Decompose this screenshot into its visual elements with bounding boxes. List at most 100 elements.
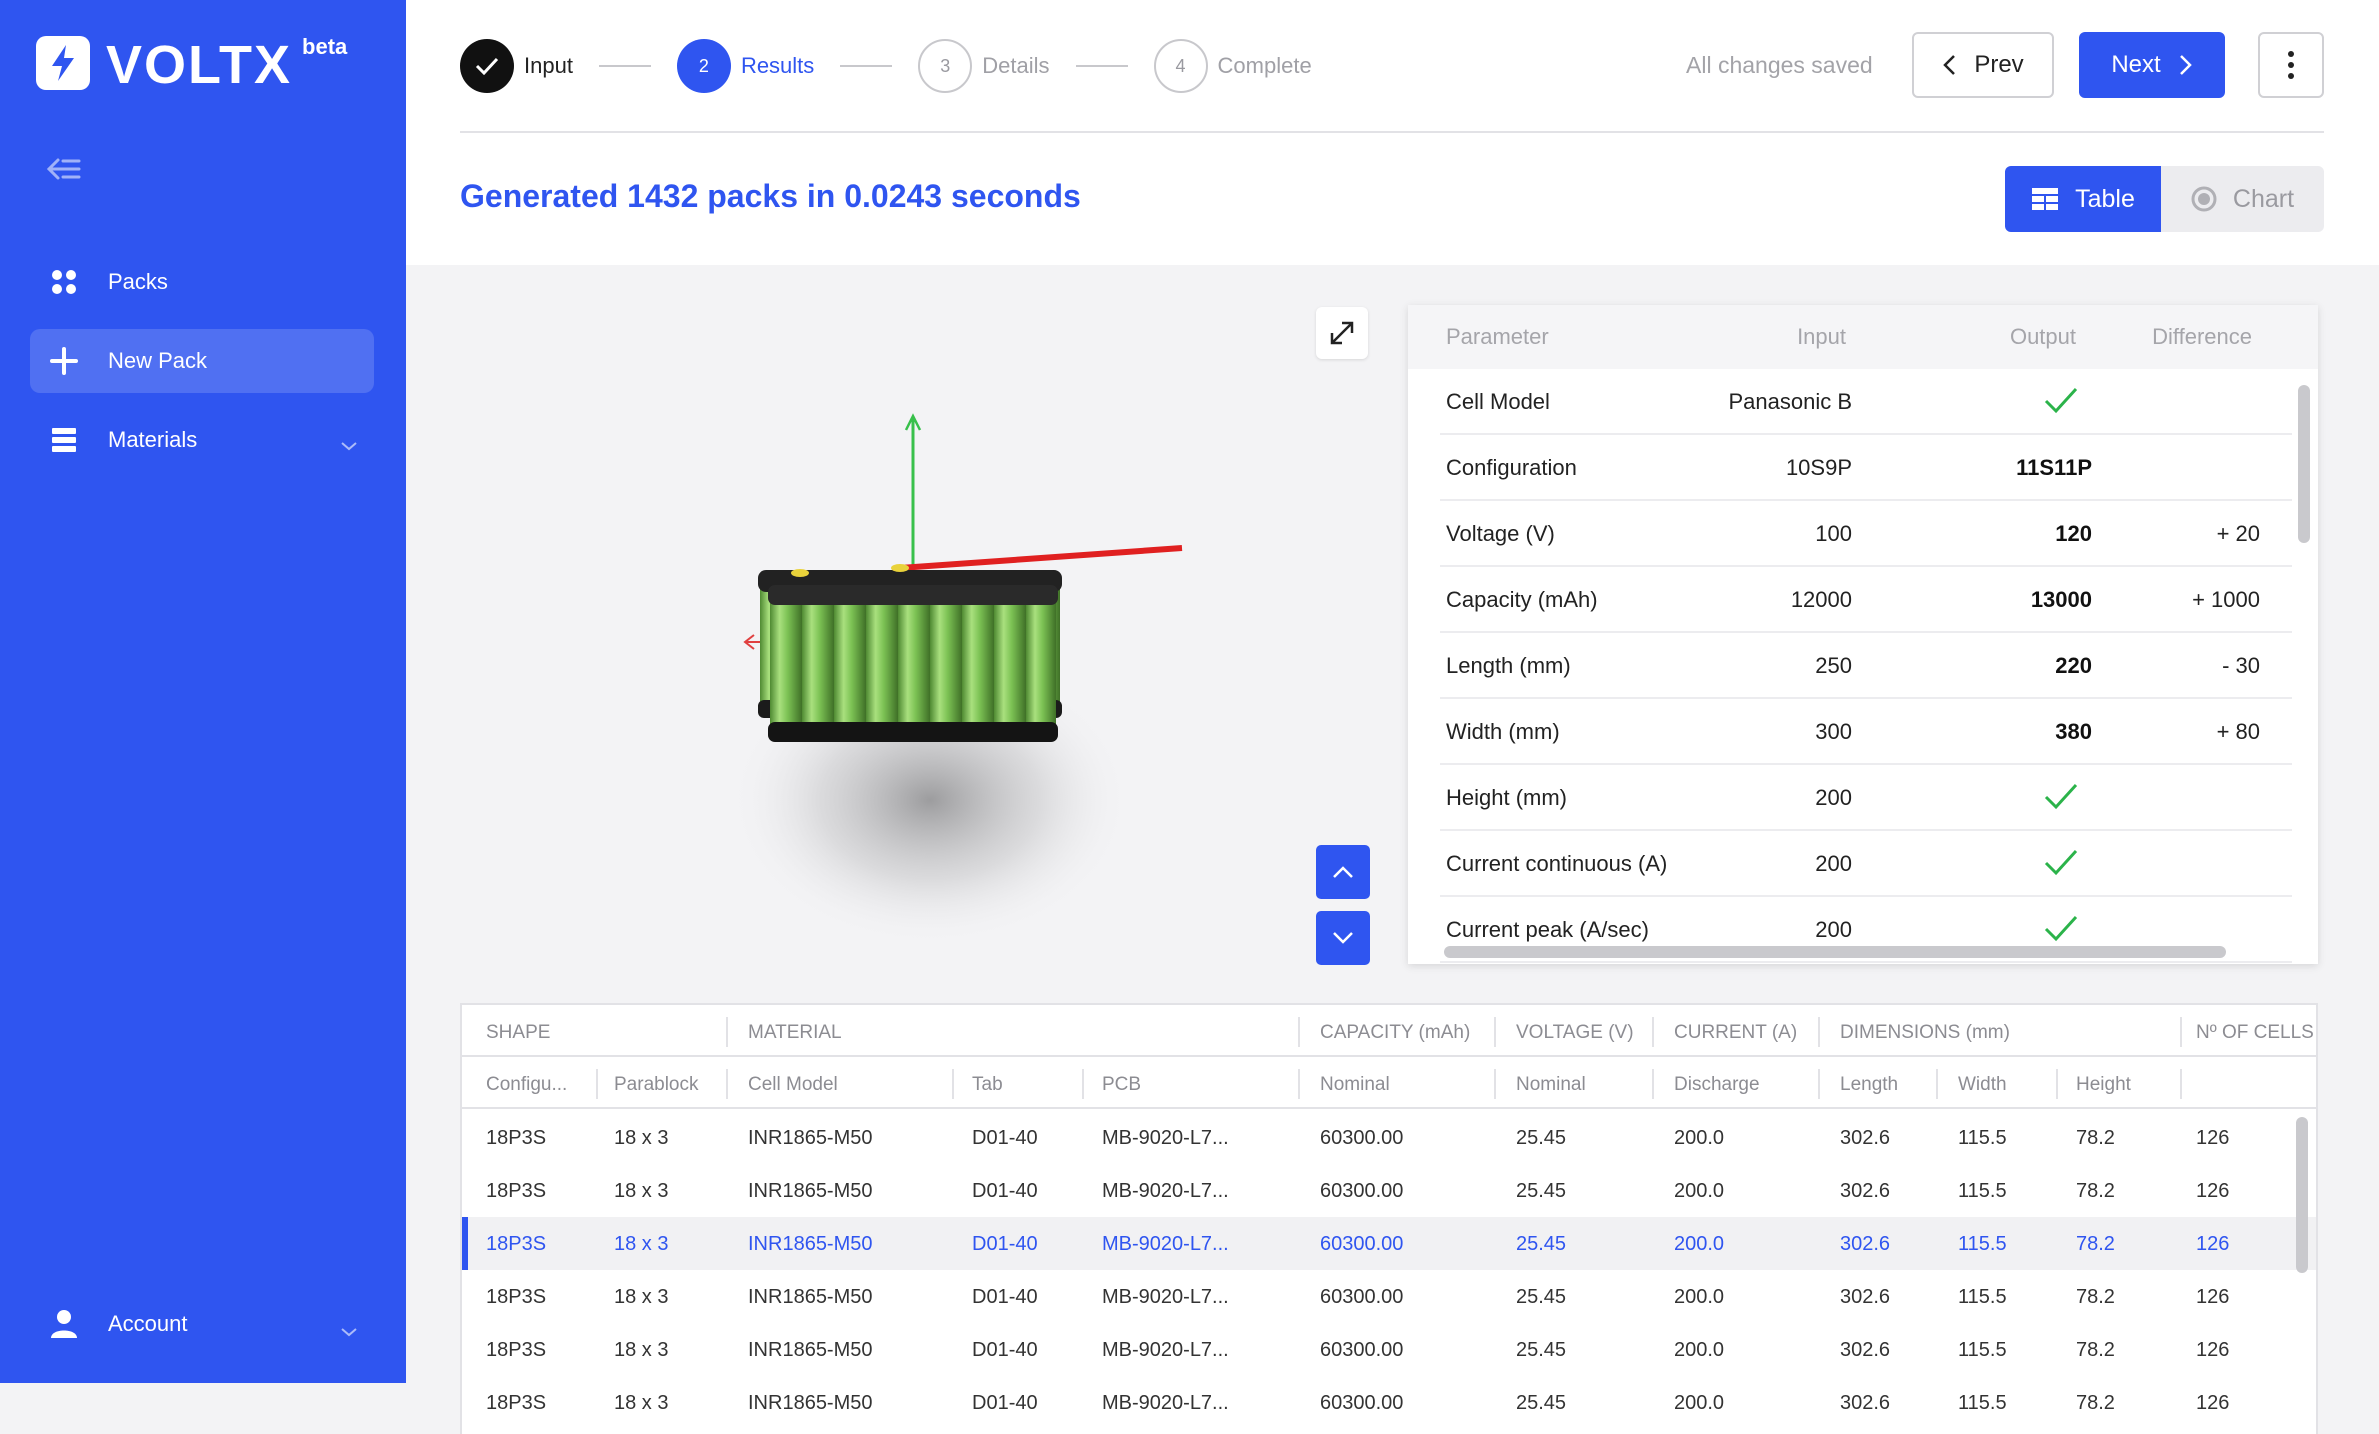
param-input: 300 bbox=[1815, 719, 1852, 744]
chevron-up-icon bbox=[1333, 866, 1353, 878]
column-divider bbox=[2180, 1069, 2182, 1099]
column-discharge[interactable]: Discharge bbox=[1674, 1074, 1760, 1095]
sidebar-item-new-pack[interactable]: New Pack bbox=[30, 329, 374, 393]
param-input: 200 bbox=[1815, 785, 1852, 810]
results-vertical-scrollbar[interactable] bbox=[2296, 1117, 2308, 1273]
table-row[interactable]: 18P3S 18 x 3 INR1865-M50 D01-40 MB-9020-L7..… bbox=[462, 1164, 2316, 1217]
column-pcb[interactable]: PCB bbox=[1102, 1074, 1142, 1095]
column-length[interactable]: Length bbox=[1840, 1074, 1899, 1095]
cell-height: 78.2 bbox=[2076, 1180, 2115, 1202]
view-table-button[interactable]: Table bbox=[2005, 166, 2161, 232]
stack-icon bbox=[50, 426, 78, 454]
table-row[interactable]: 18P3S 18 x 3 INR1865-M50 D01-40 MB-9020-L7..… bbox=[462, 1270, 2316, 1323]
cell-width: 115.5 bbox=[1958, 1180, 2007, 1202]
check-icon bbox=[2044, 783, 2078, 817]
group-capacity: CAPACITY (mAh) bbox=[1320, 1022, 1471, 1043]
param-vertical-scrollbar[interactable] bbox=[2298, 385, 2310, 543]
chart-icon bbox=[2191, 186, 2217, 212]
cell-count: 126 bbox=[2196, 1127, 2230, 1149]
step-label: Input bbox=[524, 53, 573, 78]
cell-current: 200.0 bbox=[1674, 1127, 1725, 1149]
column-divider bbox=[952, 1069, 954, 1099]
table-row[interactable]: 18P3S 18 x 3 INR1865-M50 D01-40 MB-9020-L7..… bbox=[462, 1376, 2316, 1429]
column-divider bbox=[1818, 1069, 1820, 1099]
param-horizontal-scrollbar[interactable] bbox=[1444, 946, 2226, 958]
next-button[interactable]: Next bbox=[2079, 32, 2225, 98]
chevron-down-icon[interactable] bbox=[340, 1318, 358, 1344]
cell-voltage: 25.45 bbox=[1516, 1339, 1567, 1361]
column-divider bbox=[1494, 1017, 1496, 1047]
cell-length: 302.6 bbox=[1840, 1233, 1891, 1255]
column-divider bbox=[2180, 1017, 2182, 1047]
cell-configuration: 18P3S bbox=[486, 1180, 547, 1202]
sidebar: VOLTX beta Packs New Pack Materials bbox=[0, 0, 406, 1383]
column-nominal-voltage[interactable]: Nominal bbox=[1516, 1074, 1586, 1095]
cell-width: 115.5 bbox=[1958, 1233, 2007, 1255]
step-details[interactable]: 3 Details bbox=[918, 39, 1050, 93]
param-name: Configuration bbox=[1446, 455, 1577, 480]
param-input: 250 bbox=[1815, 653, 1852, 678]
view-chart-button[interactable]: Chart bbox=[2161, 166, 2324, 232]
cell-cell-model: INR1865-M50 bbox=[748, 1392, 873, 1414]
collapse-sidebar-icon[interactable] bbox=[46, 156, 82, 182]
plus-icon bbox=[50, 347, 78, 375]
column-width[interactable]: Width bbox=[1958, 1074, 2007, 1095]
param-row: Height (mm) 200 bbox=[1440, 765, 2292, 831]
sidebar-item-materials[interactable]: Materials bbox=[30, 408, 374, 472]
cell-current: 200.0 bbox=[1674, 1180, 1725, 1202]
column-divider bbox=[1936, 1069, 1938, 1099]
param-header-parameter: Parameter bbox=[1446, 324, 1549, 349]
column-cell-model[interactable]: Cell Model bbox=[748, 1074, 838, 1095]
chevron-down-icon[interactable] bbox=[340, 432, 358, 458]
cell-pcb: MB-9020-L7... bbox=[1102, 1127, 1229, 1149]
group-current: CURRENT (A) bbox=[1674, 1022, 1798, 1043]
prev-button[interactable]: Prev bbox=[1912, 32, 2054, 98]
step-number: 4 bbox=[1153, 39, 1208, 93]
logo[interactable]: VOLTX beta bbox=[36, 34, 347, 94]
account-menu[interactable]: Account bbox=[30, 1292, 374, 1356]
cell-count: 126 bbox=[2196, 1233, 2230, 1255]
expand-icon[interactable] bbox=[1316, 307, 1368, 359]
cell-pcb: MB-9020-L7... bbox=[1102, 1180, 1229, 1202]
column-configuration[interactable]: Configu... bbox=[486, 1074, 568, 1095]
column-parablock[interactable]: Parablock bbox=[614, 1074, 699, 1095]
cell-tab: D01-40 bbox=[972, 1233, 1038, 1255]
save-status: All changes saved bbox=[1686, 52, 1873, 78]
step-number: 3 bbox=[918, 39, 973, 93]
sidebar-item-label: Packs bbox=[108, 269, 168, 294]
cell-cell-model: INR1865-M50 bbox=[748, 1180, 873, 1202]
cell-length: 302.6 bbox=[1840, 1286, 1891, 1308]
column-nominal-capacity[interactable]: Nominal bbox=[1320, 1074, 1390, 1095]
more-options-button[interactable] bbox=[2258, 32, 2324, 98]
scroll-down-button[interactable] bbox=[1316, 911, 1370, 965]
step-input[interactable]: Input bbox=[460, 39, 573, 93]
cell-tab: D01-40 bbox=[972, 1392, 1038, 1414]
pack-3d-viewer[interactable] bbox=[460, 300, 1380, 970]
step-complete[interactable]: 4 Complete bbox=[1153, 39, 1312, 93]
cell-count: 126 bbox=[2196, 1339, 2230, 1361]
chevron-left-icon bbox=[1943, 55, 1956, 75]
param-output: 11S11P bbox=[2016, 455, 2092, 480]
column-height[interactable]: Height bbox=[2076, 1074, 2131, 1095]
cell-cell-model: INR1865-M50 bbox=[748, 1286, 873, 1308]
generated-summary: Generated 1432 packs in 0.0243 seconds bbox=[460, 178, 1081, 214]
cell-parablock: 18 x 3 bbox=[614, 1392, 669, 1414]
scroll-up-button[interactable] bbox=[1316, 845, 1370, 899]
column-divider bbox=[2056, 1069, 2058, 1099]
cell-pcb: MB-9020-L7... bbox=[1102, 1286, 1229, 1308]
param-input: 12000 bbox=[1790, 587, 1852, 612]
column-divider bbox=[1652, 1017, 1654, 1047]
results-group-header: SHAPE MATERIAL CAPACITY (mAh) VOLTAGE (V… bbox=[462, 1005, 2316, 1057]
cell-length: 302.6 bbox=[1840, 1339, 1891, 1361]
header-divider bbox=[460, 131, 2324, 133]
sidebar-item-packs[interactable]: Packs bbox=[30, 250, 374, 314]
table-row[interactable]: 18P3S 18 x 3 INR1865-M50 D01-40 MB-9020-L7..… bbox=[462, 1217, 2316, 1270]
cell-tab: D01-40 bbox=[972, 1286, 1038, 1308]
step-results[interactable]: 2 Results bbox=[676, 39, 814, 93]
table-row[interactable]: 18P3S 18 x 3 INR1865-M50 D01-40 MB-9020-L7..… bbox=[462, 1323, 2316, 1376]
check-icon bbox=[460, 39, 514, 93]
table-row[interactable]: 18P3S 18 x 3 INR1865-M50 D01-40 MB-9020-L7..… bbox=[462, 1111, 2316, 1164]
column-divider bbox=[1298, 1017, 1300, 1047]
param-input: 10S9P bbox=[1785, 455, 1852, 480]
column-tab[interactable]: Tab bbox=[972, 1074, 1003, 1095]
